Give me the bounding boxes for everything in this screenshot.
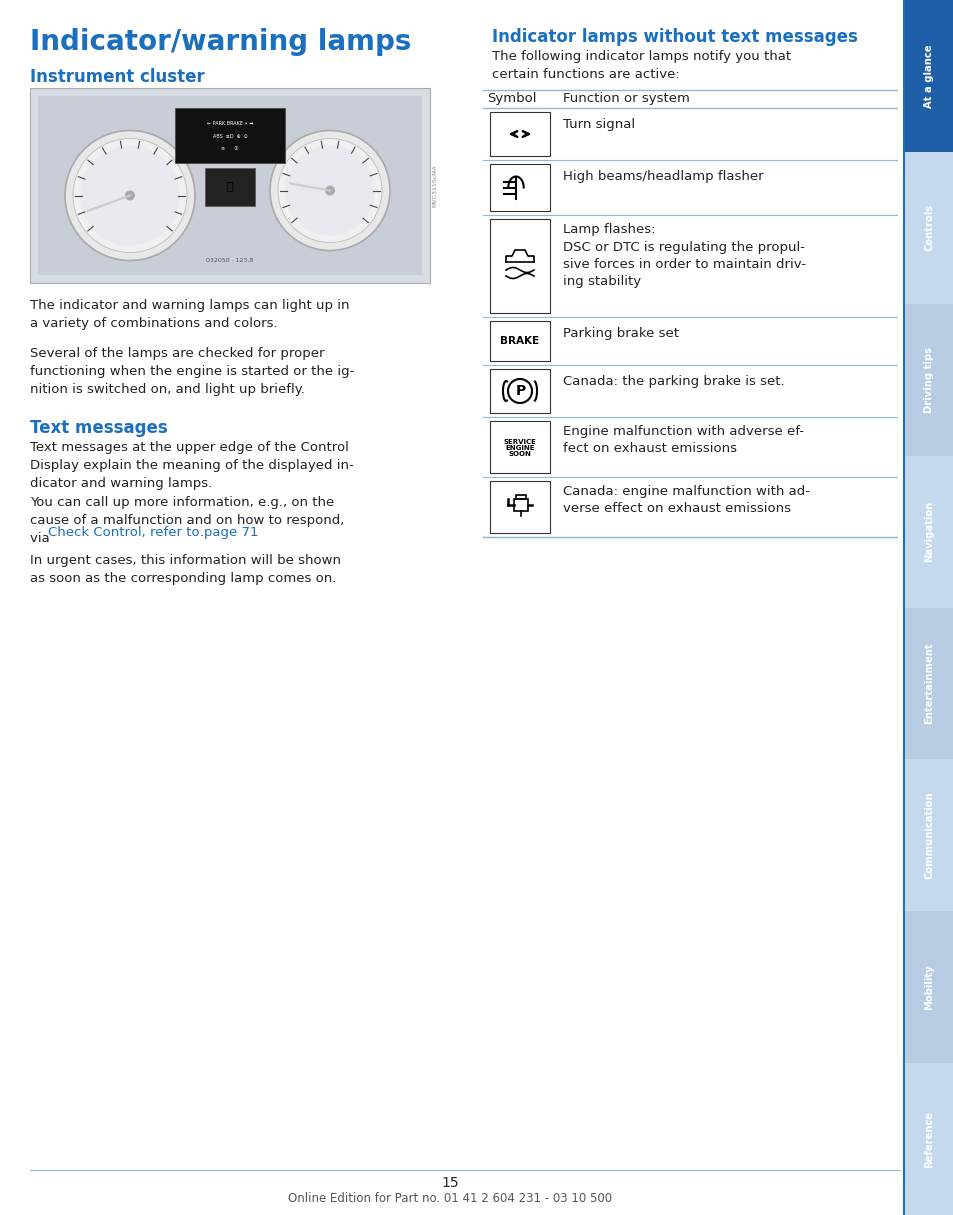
- Circle shape: [270, 130, 390, 250]
- Text: Lamp flashes:
DSC or DTC is regulating the propul-
sive forces in order to maint: Lamp flashes: DSC or DTC is regulating t…: [562, 224, 805, 288]
- Circle shape: [73, 139, 187, 253]
- Text: You can call up more information, e.g., on the
cause of a malfunction and on how: You can call up more information, e.g., …: [30, 496, 344, 546]
- Text: The following indicator lamps notify you that
certain functions are active:: The following indicator lamps notify you…: [492, 50, 790, 81]
- Text: Engine malfunction with adverse ef-
fect on exhaust emissions: Engine malfunction with adverse ef- fect…: [562, 425, 803, 456]
- Bar: [904, 608, 953, 759]
- Bar: [490, 112, 550, 156]
- Circle shape: [125, 191, 135, 200]
- Text: High beams/headlamp flasher: High beams/headlamp flasher: [562, 170, 762, 183]
- Text: SERVICE: SERVICE: [503, 439, 536, 445]
- Bar: [904, 759, 953, 911]
- Text: 🔧: 🔧: [227, 182, 233, 192]
- Bar: [490, 164, 550, 211]
- Circle shape: [80, 146, 180, 245]
- Text: ≋      ①: ≋ ①: [221, 146, 238, 151]
- Bar: [904, 304, 953, 456]
- Bar: [904, 0, 953, 152]
- Bar: [30, 87, 430, 283]
- Text: 15: 15: [440, 1176, 458, 1189]
- Text: MVC311ScMA: MVC311ScMA: [432, 164, 436, 207]
- Text: Communication: Communication: [923, 791, 934, 880]
- Text: 032050 · 123.8: 032050 · 123.8: [206, 259, 253, 264]
- Bar: [904, 1063, 953, 1215]
- Bar: [490, 321, 550, 361]
- Bar: [490, 481, 550, 533]
- Text: Parking brake set: Parking brake set: [562, 327, 679, 340]
- Bar: [904, 911, 953, 1063]
- Bar: [490, 369, 550, 413]
- Text: ENGINE: ENGINE: [505, 445, 535, 451]
- Text: .: .: [200, 526, 204, 539]
- Text: Function or system: Function or system: [562, 92, 689, 104]
- Text: In urgent cases, this information will be shown
as soon as the corresponding lam: In urgent cases, this information will b…: [30, 554, 340, 584]
- Text: BRAKE: BRAKE: [500, 337, 539, 346]
- Text: Canada: engine malfunction with ad-
verse effect on exhaust emissions: Canada: engine malfunction with ad- vers…: [562, 485, 809, 515]
- Text: Reference: Reference: [923, 1111, 934, 1168]
- Text: P: P: [516, 384, 525, 399]
- Text: Symbol: Symbol: [486, 92, 536, 104]
- Bar: [516, 495, 525, 499]
- Text: Check Control, refer to page 71: Check Control, refer to page 71: [48, 526, 258, 539]
- Text: Indicator lamps without text messages: Indicator lamps without text messages: [492, 28, 857, 46]
- Text: Turn signal: Turn signal: [562, 118, 635, 131]
- Text: Driving tips: Driving tips: [923, 346, 934, 413]
- Text: Text messages: Text messages: [30, 419, 168, 437]
- Circle shape: [285, 146, 375, 236]
- Text: ← PARK BRAKE ⚡ ➡: ← PARK BRAKE ⚡ ➡: [207, 120, 253, 125]
- Text: Online Edition for Part no. 01 41 2 604 231 - 03 10 500: Online Edition for Part no. 01 41 2 604 …: [288, 1192, 612, 1204]
- Text: Several of the lamps are checked for proper
functioning when the engine is start: Several of the lamps are checked for pro…: [30, 347, 354, 396]
- Text: Entertainment: Entertainment: [923, 643, 934, 724]
- Bar: [902, 0, 904, 1215]
- Text: Mobility: Mobility: [923, 965, 934, 1010]
- Bar: [490, 422, 550, 473]
- Text: Controls: Controls: [923, 204, 934, 252]
- Bar: [490, 219, 550, 313]
- Circle shape: [277, 139, 381, 243]
- Text: Text messages at the upper edge of the Control
Display explain the meaning of th: Text messages at the upper edge of the C…: [30, 441, 354, 490]
- Text: Navigation: Navigation: [923, 501, 934, 563]
- Text: Instrument cluster: Instrument cluster: [30, 68, 205, 86]
- Circle shape: [325, 186, 335, 196]
- Circle shape: [65, 130, 194, 260]
- Bar: [205, 168, 254, 207]
- Bar: [904, 152, 953, 304]
- Bar: [174, 108, 285, 163]
- Text: The indicator and warning lamps can light up in
a variety of combinations and co: The indicator and warning lamps can ligh…: [30, 299, 349, 330]
- Bar: [904, 456, 953, 608]
- Text: Indicator/warning lamps: Indicator/warning lamps: [30, 28, 411, 56]
- Bar: [38, 96, 421, 275]
- Text: Canada: the parking brake is set.: Canada: the parking brake is set.: [562, 375, 783, 388]
- Text: At a glance: At a glance: [923, 44, 934, 108]
- Bar: [514, 499, 527, 512]
- Text: ABS  ≡D  ⊕  ⊙: ABS ≡D ⊕ ⊙: [213, 134, 247, 139]
- Text: SOON: SOON: [508, 451, 531, 457]
